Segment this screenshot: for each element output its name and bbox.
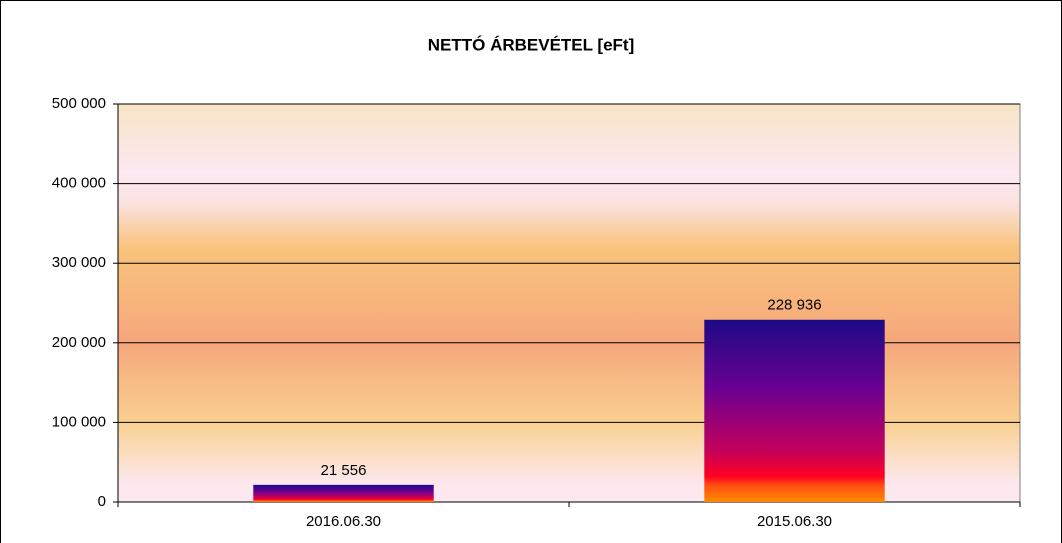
y-tick-label: 200 000	[52, 334, 106, 351]
x-tick-label: 2015.06.30	[757, 513, 832, 530]
y-tick-label: 400 000	[52, 175, 106, 192]
bar	[253, 484, 434, 502]
bar	[704, 319, 885, 502]
y-tick-label: 500 000	[52, 95, 106, 112]
chart-title: NETTÓ ÁRBEVÉTEL [eFt]	[428, 35, 635, 54]
value-label: 228 936	[767, 297, 821, 314]
y-tick-label: 100 000	[52, 413, 106, 430]
x-tick-label: 2016.06.30	[306, 513, 381, 530]
y-tick-label: 300 000	[52, 254, 106, 271]
value-label: 21 556	[321, 462, 367, 479]
y-tick-label: 0	[98, 493, 106, 510]
plot-area	[117, 103, 1021, 503]
